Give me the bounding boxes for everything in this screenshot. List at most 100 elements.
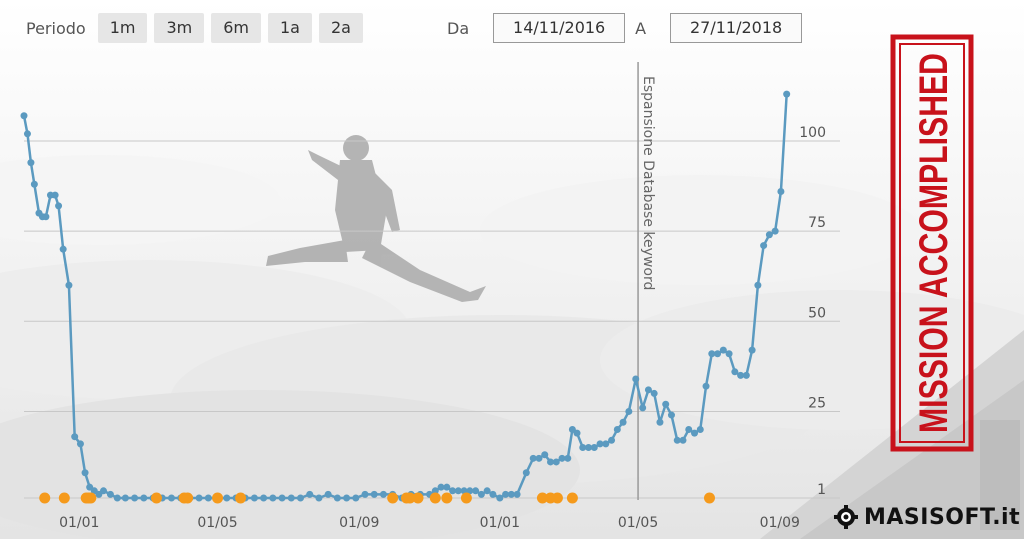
data-point[interactable] [121,494,129,502]
data-point[interactable] [719,346,727,354]
event-marker[interactable] [460,492,472,504]
data-point[interactable] [71,433,79,441]
data-point[interactable] [619,418,627,426]
data-point[interactable] [552,458,560,466]
event-marker[interactable] [387,492,399,504]
data-point[interactable] [324,490,332,498]
data-point[interactable] [748,346,756,354]
event-marker[interactable] [703,492,715,504]
data-point[interactable] [315,494,323,502]
data-point[interactable] [379,490,387,498]
event-marker[interactable] [551,492,563,504]
data-point[interactable] [306,490,314,498]
data-point[interactable] [27,159,35,167]
data-point[interactable] [765,231,773,239]
data-point[interactable] [287,494,295,502]
data-point[interactable] [644,386,652,394]
event-marker[interactable] [182,492,194,504]
data-point[interactable] [596,440,604,448]
data-point[interactable] [650,389,658,397]
data-point[interactable] [613,425,621,433]
event-marker[interactable] [441,492,453,504]
data-point[interactable] [20,112,28,120]
data-point[interactable] [725,350,733,358]
data-point[interactable] [513,490,521,498]
data-point[interactable] [702,382,710,390]
data-point[interactable] [783,90,791,98]
event-marker[interactable] [150,492,162,504]
data-point[interactable] [714,350,722,358]
data-point[interactable] [754,281,762,289]
data-point[interactable] [42,213,50,221]
data-point[interactable] [777,187,785,195]
data-point[interactable] [297,494,305,502]
data-point[interactable] [370,490,378,498]
to-date-input[interactable]: 27/11/2018 [670,13,803,43]
data-point[interactable] [483,487,491,495]
data-point[interactable] [547,458,555,466]
data-point[interactable] [590,444,598,452]
data-point[interactable] [608,436,616,444]
data-point[interactable] [51,191,59,199]
data-point[interactable] [502,490,510,498]
range-button-1m[interactable]: 1m [97,13,148,43]
data-point[interactable] [343,494,351,502]
event-marker[interactable] [85,492,97,504]
data-point[interactable] [260,494,268,502]
event-marker[interactable] [404,492,416,504]
event-marker[interactable] [39,492,51,504]
data-point[interactable] [564,454,572,462]
data-point[interactable] [466,487,474,495]
data-point[interactable] [529,454,537,462]
data-point[interactable] [431,487,439,495]
data-point[interactable] [535,454,543,462]
data-point[interactable] [507,490,515,498]
data-point[interactable] [679,436,687,444]
data-point[interactable] [333,494,341,502]
data-point[interactable] [278,494,286,502]
event-marker[interactable] [566,492,578,504]
data-point[interactable] [771,227,779,235]
data-point[interactable] [760,242,768,250]
range-button-1a[interactable]: 1a [267,13,312,43]
range-button-3m[interactable]: 3m [154,13,205,43]
data-point[interactable] [496,494,504,502]
data-point[interactable] [76,440,84,448]
data-point[interactable] [472,487,480,495]
data-point[interactable] [477,490,485,498]
data-point[interactable] [113,494,121,502]
data-point[interactable] [204,494,212,502]
data-point[interactable] [140,494,148,502]
event-marker[interactable] [212,492,224,504]
data-point[interactable] [352,494,360,502]
data-point[interactable] [55,202,63,210]
data-point[interactable] [696,425,704,433]
data-point[interactable] [489,490,497,498]
data-point[interactable] [673,436,681,444]
data-point[interactable] [737,371,745,379]
data-point[interactable] [131,494,139,502]
data-point[interactable] [541,451,549,459]
data-point[interactable] [59,245,67,253]
data-point[interactable] [106,490,114,498]
data-point[interactable] [742,371,750,379]
data-point[interactable] [454,487,462,495]
event-marker[interactable] [235,492,247,504]
data-point[interactable] [639,404,647,412]
data-point[interactable] [361,490,369,498]
data-point[interactable] [269,494,277,502]
event-marker[interactable] [536,492,548,504]
data-point[interactable] [585,444,593,452]
event-marker[interactable] [412,492,424,504]
data-point[interactable] [250,494,258,502]
data-point[interactable] [99,487,107,495]
data-point[interactable] [443,483,451,491]
data-point[interactable] [602,440,610,448]
data-point[interactable] [558,454,566,462]
data-point[interactable] [449,487,457,495]
data-point[interactable] [437,483,445,491]
data-point[interactable] [731,368,739,376]
data-point[interactable] [579,444,587,452]
data-point[interactable] [30,180,38,188]
data-point[interactable] [223,494,231,502]
